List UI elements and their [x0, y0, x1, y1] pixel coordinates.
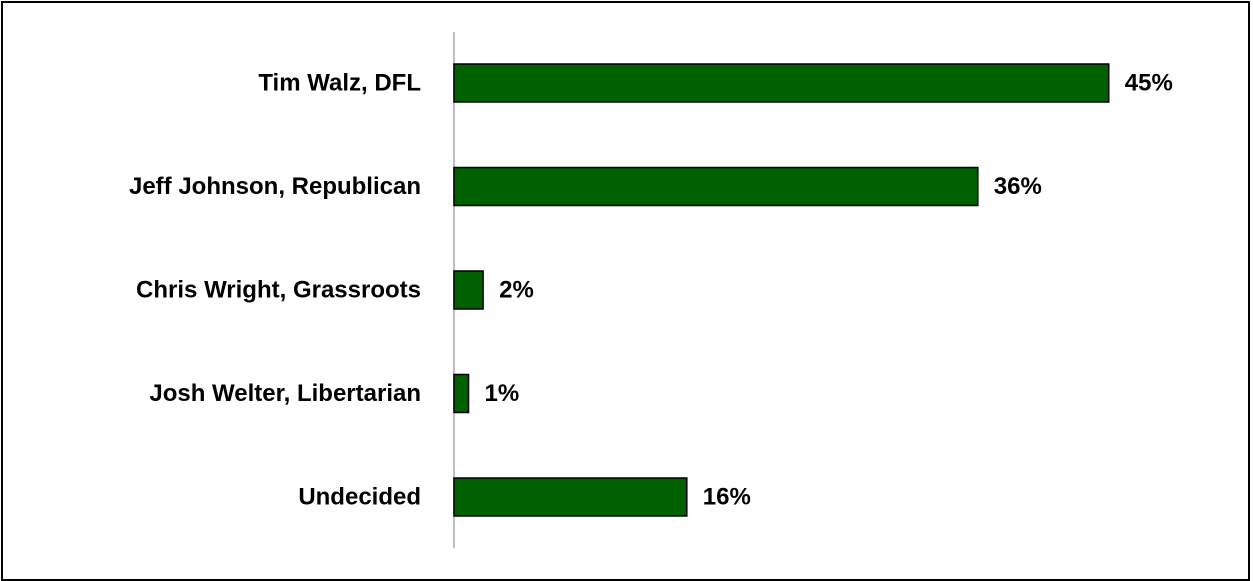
data-label-chris-wright-grassroots: 2%: [499, 277, 534, 304]
category-label-tim-walz-dfl: Tim Walz, DFL: [258, 70, 421, 97]
bar-jeff-johnson-republican: [453, 166, 979, 207]
bar-tim-walz-dfl: [453, 63, 1110, 103]
category-label-undecided: Undecided: [298, 484, 421, 511]
bar-josh-welter-libertarian: [453, 373, 470, 414]
data-label-tim-walz-dfl: 45%: [1125, 70, 1173, 97]
category-label-chris-wright-grassroots: Chris Wright, Grassroots: [136, 277, 421, 304]
data-label-undecided: 16%: [703, 484, 751, 511]
category-label-josh-welter-libertarian: Josh Welter, Libertarian: [149, 380, 421, 407]
bar-undecided: [453, 477, 688, 517]
data-label-josh-welter-libertarian: 1%: [485, 380, 520, 407]
category-label-jeff-johnson-republican: Jeff Johnson, Republican: [129, 173, 421, 200]
bar-chris-wright-grassroots: [453, 270, 484, 310]
bars-group: Tim Walz, DFL 45% Jeff Johnson, Republican…: [129, 63, 1173, 517]
data-label-jeff-johnson-republican: 36%: [994, 173, 1042, 200]
